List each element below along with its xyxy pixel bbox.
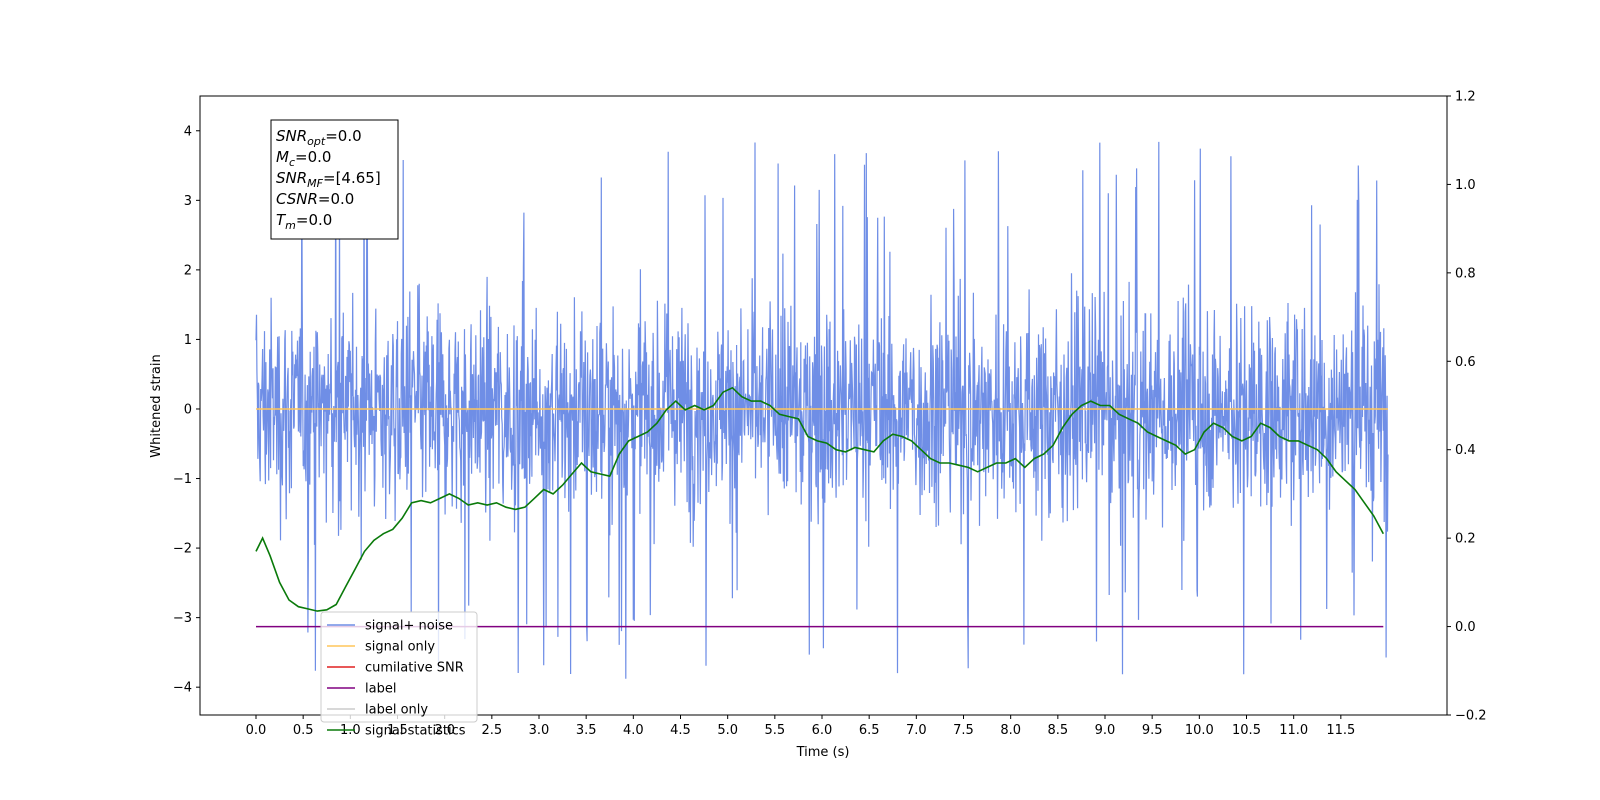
annotation-line: CSNR=0.0 xyxy=(276,190,354,208)
x-tick-label: 3.0 xyxy=(529,723,550,738)
x-tick-label: 0.5 xyxy=(293,723,314,738)
x-tick-label: 9.5 xyxy=(1142,723,1163,738)
y-tick-label: −3 xyxy=(173,611,192,626)
legend: signal+ noise signal only cumilative SNR la… xyxy=(320,611,478,739)
x-tick-label: 7.5 xyxy=(953,723,974,738)
x-tick-label: 2.5 xyxy=(481,723,502,738)
y2-tick-label: −0.2 xyxy=(1455,709,1487,724)
x-tick-label: 8.0 xyxy=(1000,723,1021,738)
plot-frame xyxy=(199,95,1448,716)
y-tick-label: 2 xyxy=(184,263,192,278)
x-tick-label: 6.0 xyxy=(812,723,833,738)
annotation-line: Mc=0.0 xyxy=(276,148,331,169)
y-axis-label: Whitened strain xyxy=(149,354,164,457)
x-tick-label: 9.0 xyxy=(1095,723,1116,738)
legend-entry: label xyxy=(365,682,396,697)
y-tick-label: 0 xyxy=(184,402,192,417)
legend-entry: label only xyxy=(365,703,428,718)
y2-tick-label: 0.2 xyxy=(1455,532,1476,547)
y-tick-label: 4 xyxy=(184,124,192,139)
x-tick-label: 1.5 xyxy=(387,723,408,738)
x-axis-label: Time (s) xyxy=(796,745,850,760)
legend-entry: cumilative SNR xyxy=(365,661,464,676)
series-signal-noise xyxy=(255,140,1389,679)
x-tick-label: 8.5 xyxy=(1047,723,1068,738)
x-tick-label: 11.0 xyxy=(1279,723,1308,738)
x-tick-label: 7.0 xyxy=(906,723,927,738)
x-tick-label: 4.5 xyxy=(670,723,691,738)
y-tick-label: −2 xyxy=(173,542,192,557)
x-tick-label: 4.0 xyxy=(623,723,644,738)
annotation-line: SNRopt=0.0 xyxy=(276,127,362,148)
x-tick-label: 0.0 xyxy=(246,723,267,738)
y-tick-label: 3 xyxy=(184,194,192,209)
annotation-line: Tm=0.0 xyxy=(276,211,332,232)
legend-entry: signal only xyxy=(365,640,435,655)
y-tick-label: 1 xyxy=(184,333,192,348)
legend-entry: signal statistics xyxy=(365,724,466,739)
y2-tick-label: 1.0 xyxy=(1455,178,1476,193)
y2-tick-label: 1.2 xyxy=(1455,90,1476,105)
x-tick-label: 11.5 xyxy=(1326,723,1355,738)
x-tick-label: 5.0 xyxy=(717,723,738,738)
legend-entry: signal+ noise xyxy=(365,619,453,634)
x-tick-label: 10.0 xyxy=(1185,723,1214,738)
annotation-line: SNRMF=[4.65] xyxy=(276,169,381,190)
y2-tick-label: 0.4 xyxy=(1455,443,1476,458)
y2-tick-label: 0.8 xyxy=(1455,266,1476,281)
x-tick-label: 10.5 xyxy=(1232,723,1261,738)
series-signal-statistics xyxy=(255,386,1385,612)
x-tick-label: 6.5 xyxy=(859,723,880,738)
x-tick-label: 3.5 xyxy=(576,723,597,738)
x-tick-label: 2.0 xyxy=(434,723,455,738)
y-tick-label: −1 xyxy=(173,472,192,487)
y-tick-label: −4 xyxy=(173,681,192,696)
x-tick-label: 5.5 xyxy=(764,723,785,738)
y2-tick-label: 0.6 xyxy=(1455,355,1476,370)
y2-tick-label: 0.0 xyxy=(1455,620,1476,635)
axes: 0.0 0.5 1.0 1.5 2.0 2.5 3.0 3.5 4.0 4.5 5.0 5.5 6.0 6… xyxy=(173,90,1487,739)
